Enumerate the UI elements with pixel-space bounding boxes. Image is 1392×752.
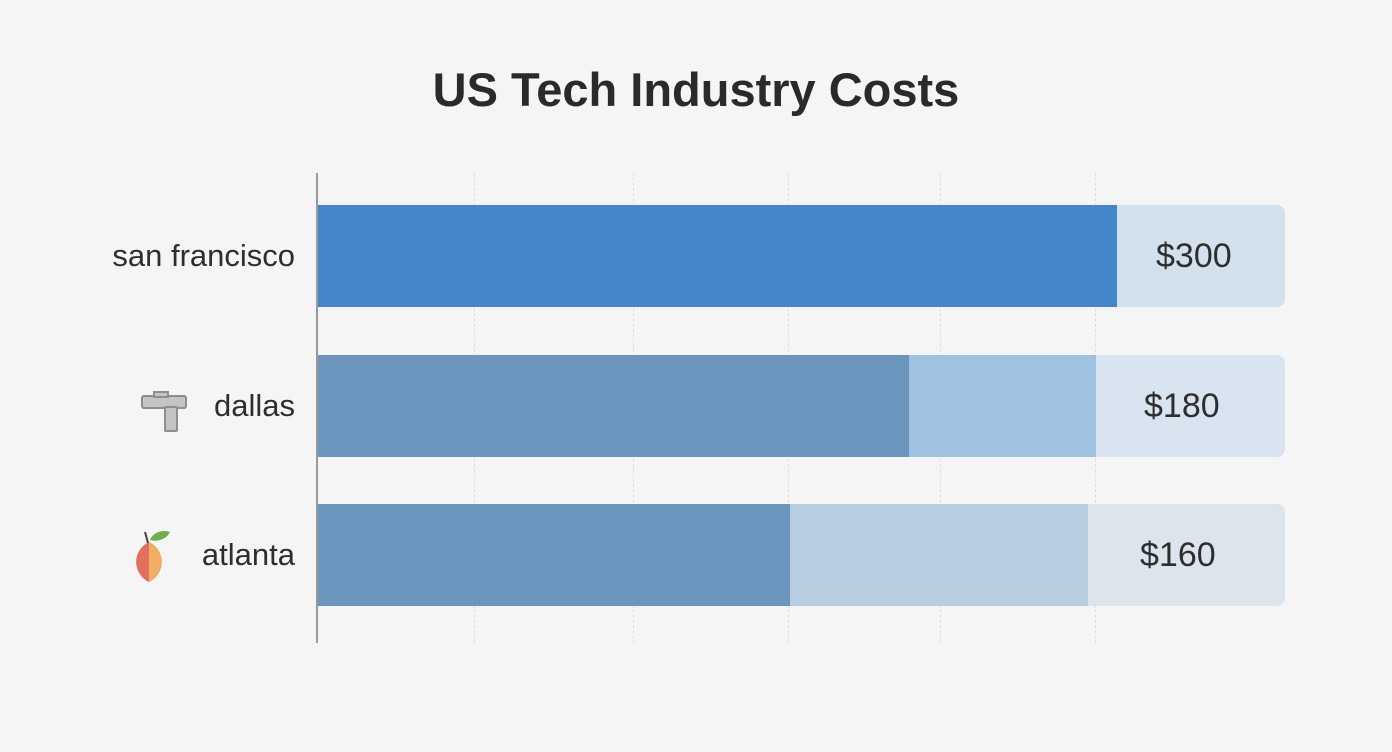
- y-axis-line: [316, 173, 318, 643]
- bar-track-atlanta: $160: [318, 504, 1285, 606]
- category-label-san-francisco: san francisco: [112, 238, 295, 273]
- bar-track-dallas: $180: [318, 355, 1285, 457]
- category-label-dallas: dallas: [214, 388, 295, 423]
- bar-san-francisco: [318, 205, 1117, 307]
- peach-icon: [136, 530, 170, 582]
- bar-atlanta: [318, 504, 790, 606]
- value-label-atlanta: $160: [1140, 536, 1216, 574]
- hammer-icon: [141, 391, 187, 432]
- value-label-dallas: $180: [1144, 387, 1220, 425]
- bar-track-san-francisco: $300: [318, 205, 1285, 307]
- bar-dallas: [318, 355, 909, 457]
- chart-title: US Tech Industry Costs: [432, 63, 960, 116]
- value-label-san-francisco: $300: [1156, 237, 1232, 275]
- bar-atlanta-secondary: [790, 504, 1088, 606]
- category-label-atlanta: atlanta: [201, 537, 295, 572]
- bar-dallas-secondary: [909, 355, 1096, 457]
